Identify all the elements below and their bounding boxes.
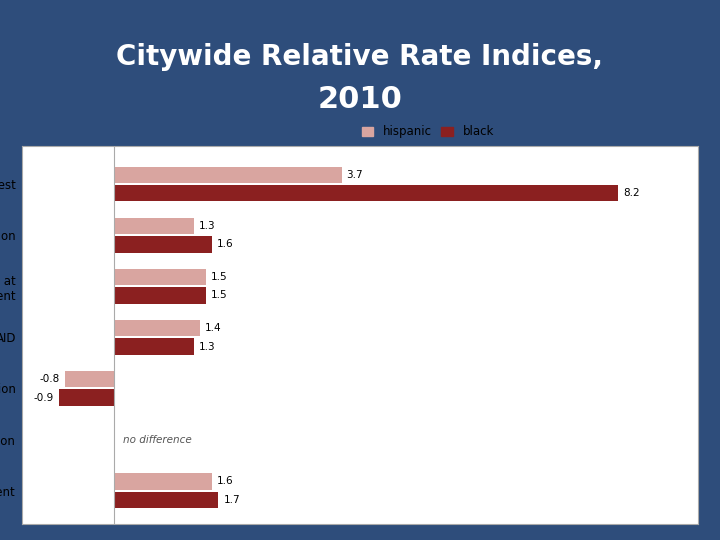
Text: 1.5: 1.5 [211, 291, 228, 300]
Bar [114, 320, 200, 336]
Text: 1.5: 1.5 [211, 272, 228, 282]
Bar [65, 371, 114, 387]
Text: 1.6: 1.6 [217, 239, 234, 249]
Text: 3.7: 3.7 [346, 170, 363, 180]
Bar [58, 389, 114, 406]
Text: 1.4: 1.4 [205, 323, 222, 333]
Bar [114, 218, 194, 234]
Text: 1.7: 1.7 [223, 495, 240, 505]
Bar [114, 185, 618, 201]
Text: -0.8: -0.8 [40, 374, 60, 384]
Legend: hispanic, black: hispanic, black [361, 125, 494, 138]
Bar [114, 287, 206, 303]
Text: 1.3: 1.3 [199, 341, 215, 352]
Bar [114, 339, 194, 355]
Bar [114, 473, 212, 490]
Text: 8.2: 8.2 [624, 188, 640, 198]
Text: 1.3: 1.3 [199, 221, 215, 231]
Bar [114, 491, 218, 508]
Text: 1.6: 1.6 [217, 476, 234, 487]
Text: -0.9: -0.9 [33, 393, 53, 403]
Text: no difference: no difference [123, 435, 192, 444]
Bar [114, 236, 212, 253]
Bar [114, 269, 206, 285]
Bar [114, 167, 341, 183]
Text: Citywide Relative Rate Indices,: Citywide Relative Rate Indices, [117, 43, 603, 71]
Text: 2010: 2010 [318, 85, 402, 114]
